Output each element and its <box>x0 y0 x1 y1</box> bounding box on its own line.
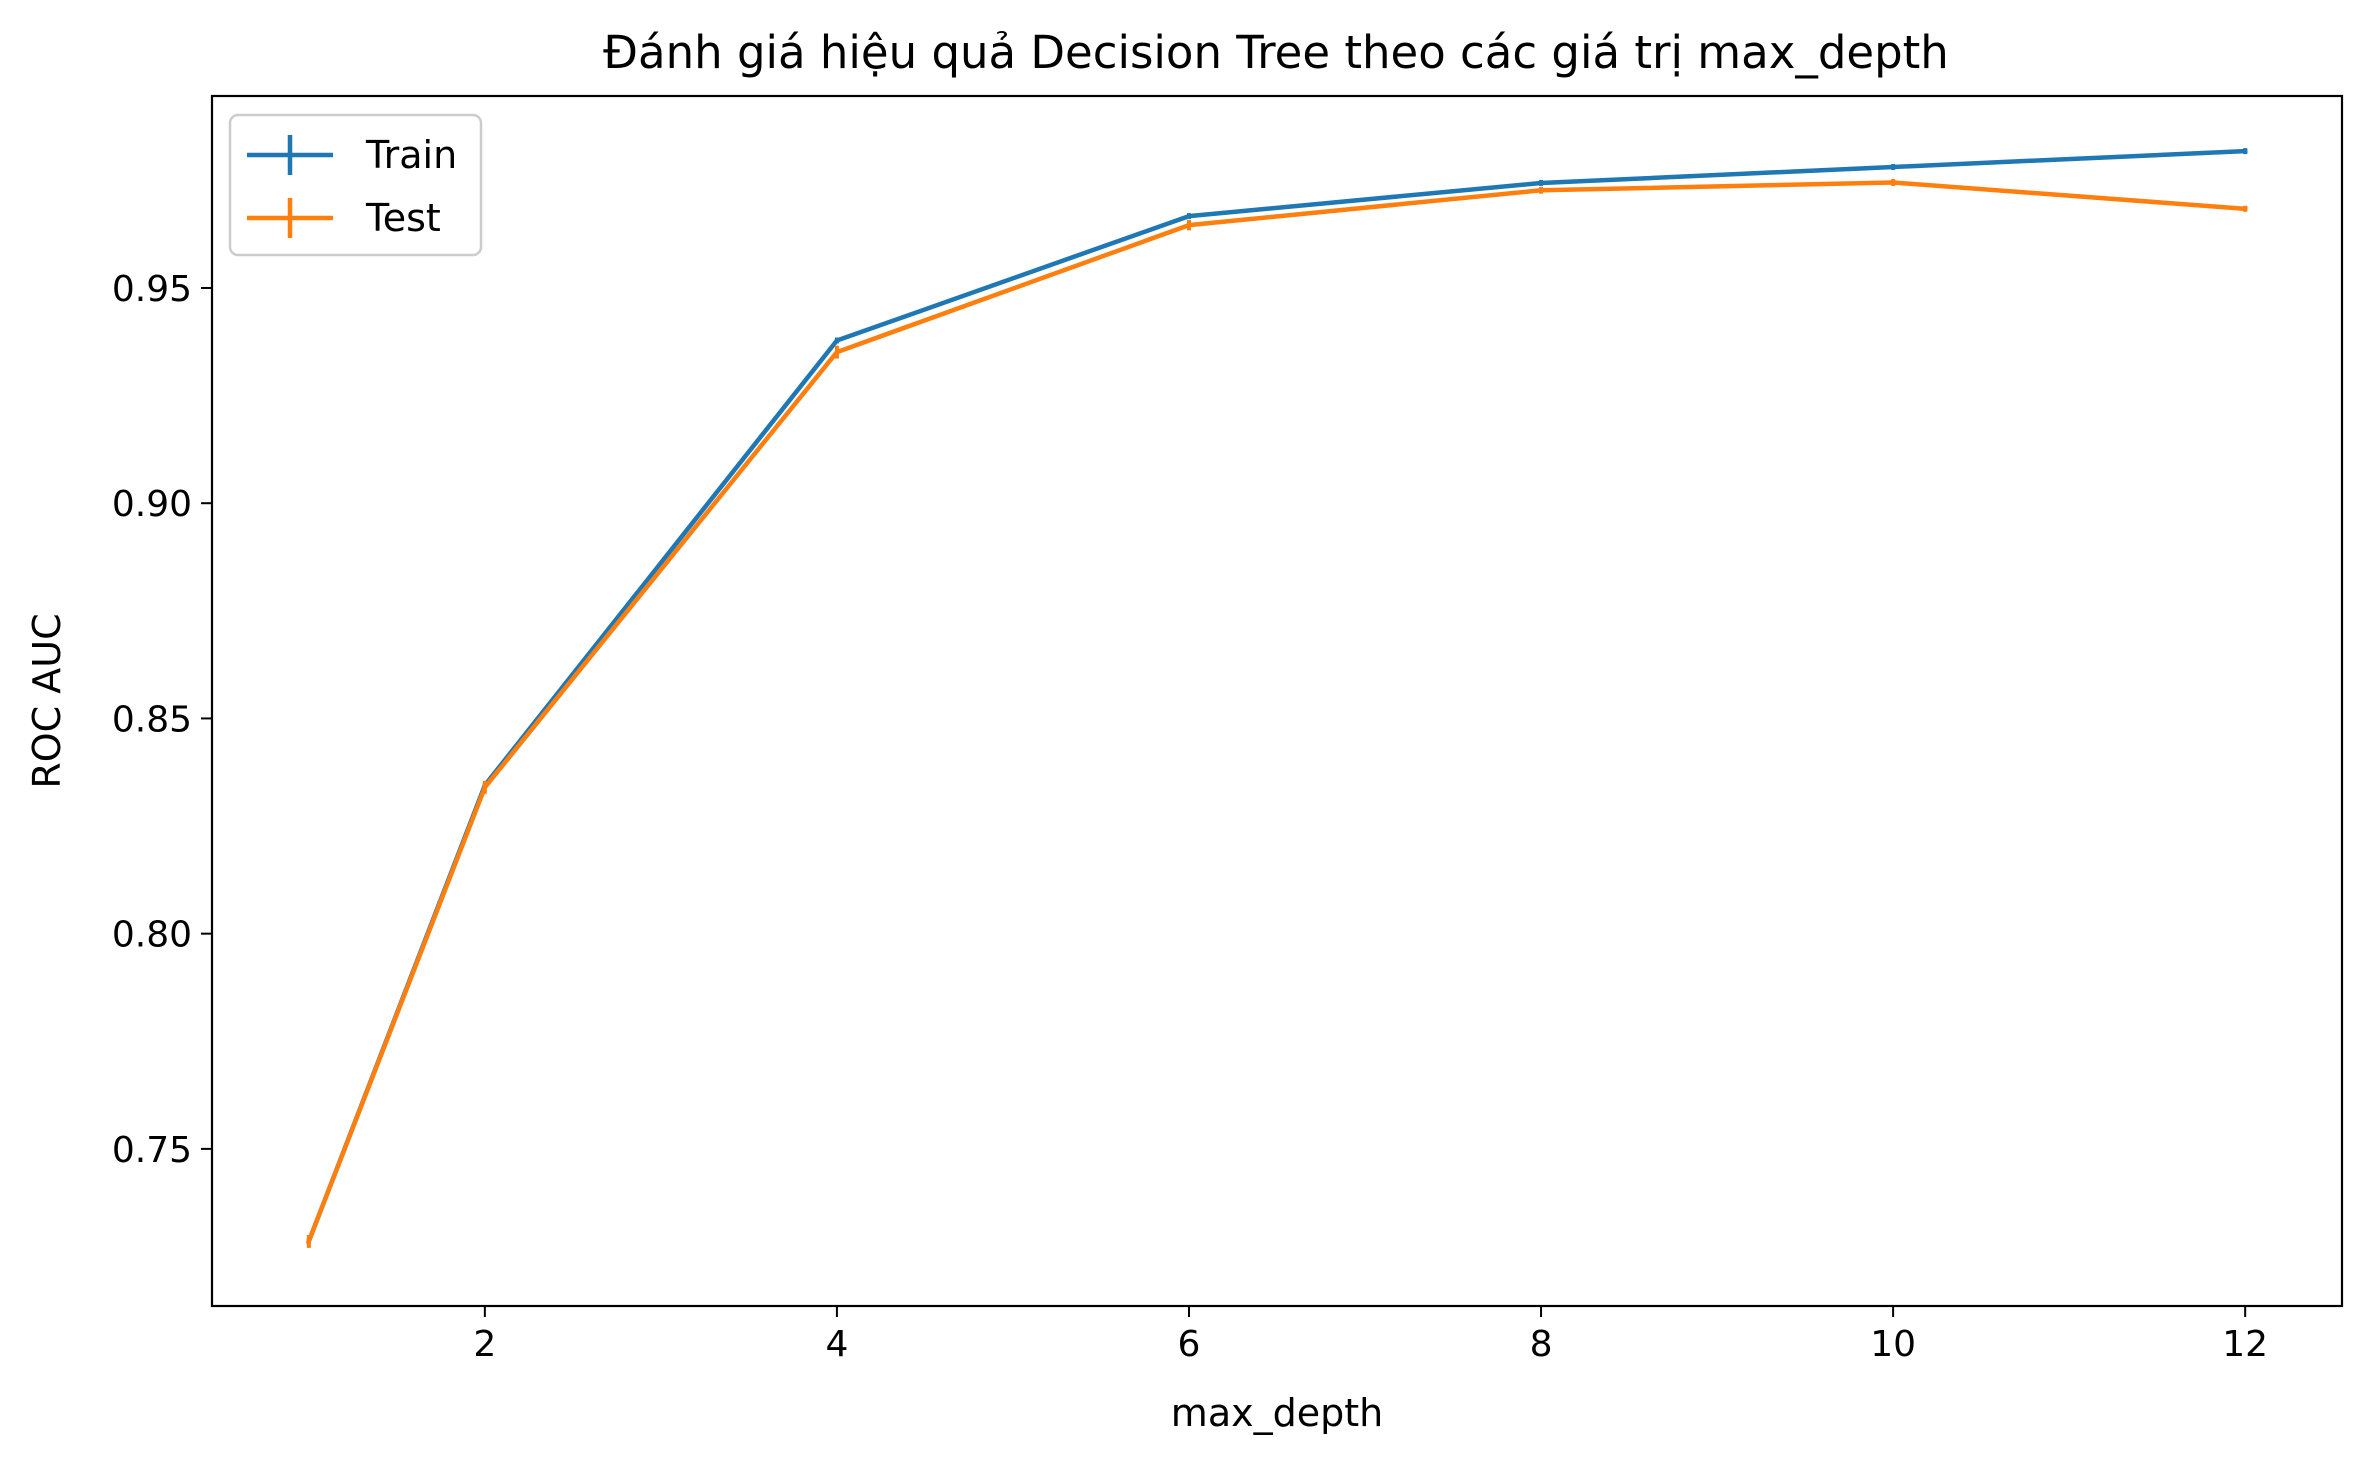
legend-label: Test <box>365 196 441 240</box>
y-axis-ticks: 0.75 0.80 0.85 0.90 0.95 <box>112 269 212 1171</box>
plot-background <box>212 96 2342 1306</box>
x-axis-ticks: 2 4 6 8 10 12 <box>473 1306 2268 1365</box>
legend: Train Test <box>228 113 483 257</box>
series-layer <box>305 148 2248 1248</box>
y-tick-label: 0.95 <box>112 269 192 310</box>
legend-item-train: Train <box>247 133 457 177</box>
y-tick-label: 0.85 <box>112 699 192 740</box>
test-series <box>305 179 2248 1248</box>
x-tick-label: 2 <box>473 1324 496 1365</box>
x-tick-label: 12 <box>2222 1324 2268 1365</box>
x-tick-label: 4 <box>825 1324 848 1365</box>
y-axis-label: ROC AUC <box>25 613 69 788</box>
x-axis-label: max_depth <box>1171 1391 1383 1435</box>
x-tick-label: 6 <box>1178 1324 1201 1365</box>
legend-label: Train <box>365 133 457 177</box>
y-tick-label: 0.90 <box>112 484 192 525</box>
plot-area <box>212 96 2342 1306</box>
legend-item-test: Test <box>247 196 441 240</box>
y-tick-label: 0.75 <box>112 1130 192 1171</box>
y-tick-label: 0.80 <box>112 915 192 956</box>
x-tick-label: 10 <box>1870 1324 1916 1365</box>
x-tick-label: 8 <box>1530 1324 1553 1365</box>
chart-title: Đánh giá hiệu quả Decision Tree theo các… <box>603 26 1949 79</box>
plot-frame <box>210 94 2344 1308</box>
